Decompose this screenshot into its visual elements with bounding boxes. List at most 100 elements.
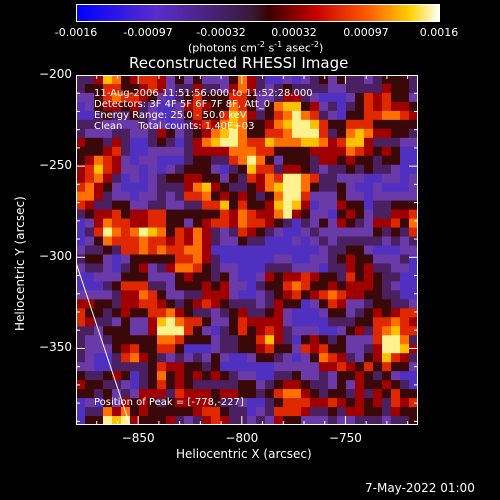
heatmap-cell [373, 83, 383, 94]
heatmap-cell [400, 326, 410, 336]
heatmap-cell [346, 263, 356, 274]
heatmap-cell [337, 110, 347, 121]
heatmap-cell [391, 371, 401, 381]
heatmap-cell [292, 75, 302, 85]
heatmap-cell [400, 344, 410, 354]
colorbar-tick-label: -0.00032 [196, 26, 246, 39]
heatmap-cell [301, 308, 311, 318]
heatmap-cell [211, 173, 221, 184]
heatmap-cell [202, 110, 212, 121]
heatmap-cell [274, 299, 284, 309]
heatmap-cell [229, 75, 239, 85]
heatmap-cell [319, 119, 329, 130]
heatmap-cell [193, 191, 203, 202]
heatmap-cell [409, 407, 418, 417]
heatmap-cell [409, 389, 418, 399]
heatmap-cell [247, 173, 257, 184]
heatmap-cell [76, 146, 86, 157]
heatmap-cell [382, 326, 392, 336]
heatmap-cell [121, 362, 131, 372]
heatmap-cell [220, 75, 230, 85]
heatmap-cell [130, 308, 140, 318]
heatmap-cell [103, 128, 113, 139]
heatmap-cell [310, 335, 320, 345]
heatmap-cell [76, 128, 86, 139]
heatmap-cell [121, 137, 131, 148]
heatmap-cell [256, 75, 266, 85]
heatmap-cell [265, 83, 275, 94]
heatmap-cell [238, 245, 248, 256]
heatmap-cell [229, 407, 239, 417]
heatmap-cell [148, 389, 158, 399]
heatmap-cell [346, 353, 356, 363]
heatmap-cell [355, 218, 365, 229]
heatmap-cell [292, 227, 302, 238]
heatmap-cell [220, 272, 230, 283]
heatmap-cell [202, 218, 212, 229]
heatmap-cell [382, 317, 392, 327]
heatmap-cell [319, 416, 329, 425]
heatmap-cell [274, 155, 284, 166]
heatmap-cell [337, 245, 347, 256]
heatmap-cell [328, 344, 338, 354]
heatmap-cell [319, 290, 329, 300]
heatmap-cell [247, 380, 257, 390]
heatmap-cell [157, 218, 167, 229]
heatmap-cell [409, 110, 418, 121]
heatmap-cell [211, 128, 221, 139]
heatmap-cell [328, 119, 338, 130]
heatmap-cell [85, 416, 95, 425]
heatmap-cell [157, 101, 167, 112]
heatmap-cell [283, 389, 293, 399]
heatmap-cell [382, 380, 392, 390]
heatmap-cell [202, 272, 212, 283]
heatmap-cell [319, 353, 329, 363]
heatmap-cell [94, 75, 104, 85]
heatmap-cell [265, 146, 275, 157]
heatmap-cell [229, 137, 239, 148]
y-tick-label: −350 [39, 340, 72, 355]
heatmap-cell [247, 254, 257, 265]
heatmap-cell [211, 101, 221, 112]
heatmap-cell [130, 317, 140, 327]
heatmap-cell [283, 182, 293, 193]
heatmap-cell [193, 272, 203, 283]
heatmap-cell [328, 128, 338, 139]
heatmap-cell [76, 380, 86, 390]
heatmap-cell [274, 308, 284, 318]
heatmap-cell [184, 281, 194, 291]
heatmap-cell [103, 173, 113, 184]
heatmap-cell [328, 209, 338, 220]
heatmap-cell [229, 353, 239, 363]
heatmap-cell [130, 209, 140, 220]
heatmap-cell [148, 290, 158, 300]
heatmap-cell [229, 128, 239, 139]
heatmap-cell [148, 299, 158, 309]
heatmap-cell [202, 344, 212, 354]
heatmap-cell [175, 371, 185, 381]
heatmap-cell [391, 164, 401, 175]
heatmap-cell [211, 75, 221, 85]
heatmap-cell [256, 209, 266, 220]
heatmap-cell [373, 362, 383, 372]
heatmap-cell [265, 398, 275, 408]
heatmap-cell [274, 245, 284, 256]
heatmap-cell [265, 254, 275, 265]
heatmap-cell [175, 398, 185, 408]
heatmap-cell [139, 164, 149, 175]
colorbar [76, 4, 440, 22]
heatmap-cell [355, 272, 365, 283]
heatmap-cell [148, 119, 158, 130]
heatmap-cell [103, 137, 113, 148]
heatmap-cell [382, 119, 392, 130]
heatmap-cell [238, 146, 248, 157]
heatmap-cell [220, 371, 230, 381]
heatmap-cell [85, 164, 95, 175]
heatmap-cell [256, 263, 266, 274]
heatmap-cell [166, 137, 176, 148]
heatmap-cell [301, 407, 311, 417]
heatmap-cell [220, 146, 230, 157]
heatmap-cell [193, 281, 203, 291]
heatmap-cell [292, 92, 302, 103]
heatmap-cell [274, 92, 284, 103]
